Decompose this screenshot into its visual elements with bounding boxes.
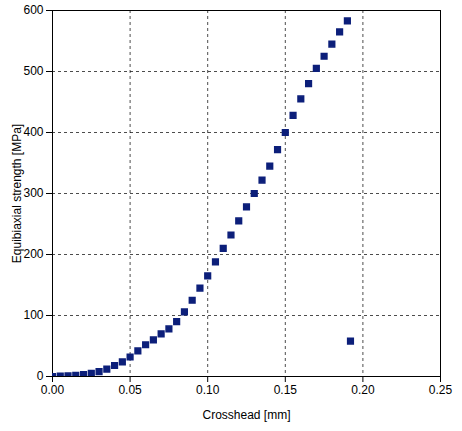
svg-text:0.05: 0.05: [118, 383, 142, 397]
svg-text:0.20: 0.20: [351, 383, 375, 397]
svg-text:Crosshead [mm]: Crosshead [mm]: [202, 408, 290, 422]
svg-text:600: 600: [23, 3, 43, 17]
svg-text:Equibiaxial strength [MPa]: Equibiaxial strength [MPa]: [10, 124, 24, 263]
svg-text:300: 300: [23, 186, 43, 200]
svg-text:100: 100: [23, 308, 43, 322]
svg-text:0.00: 0.00: [41, 383, 65, 397]
svg-text:400: 400: [23, 125, 43, 139]
svg-text:0.15: 0.15: [274, 383, 298, 397]
svg-text:0.25: 0.25: [429, 383, 453, 397]
svg-text:0: 0: [37, 369, 44, 383]
svg-text:0.10: 0.10: [196, 383, 220, 397]
svg-text:500: 500: [23, 64, 43, 78]
svg-text:200: 200: [23, 247, 43, 261]
